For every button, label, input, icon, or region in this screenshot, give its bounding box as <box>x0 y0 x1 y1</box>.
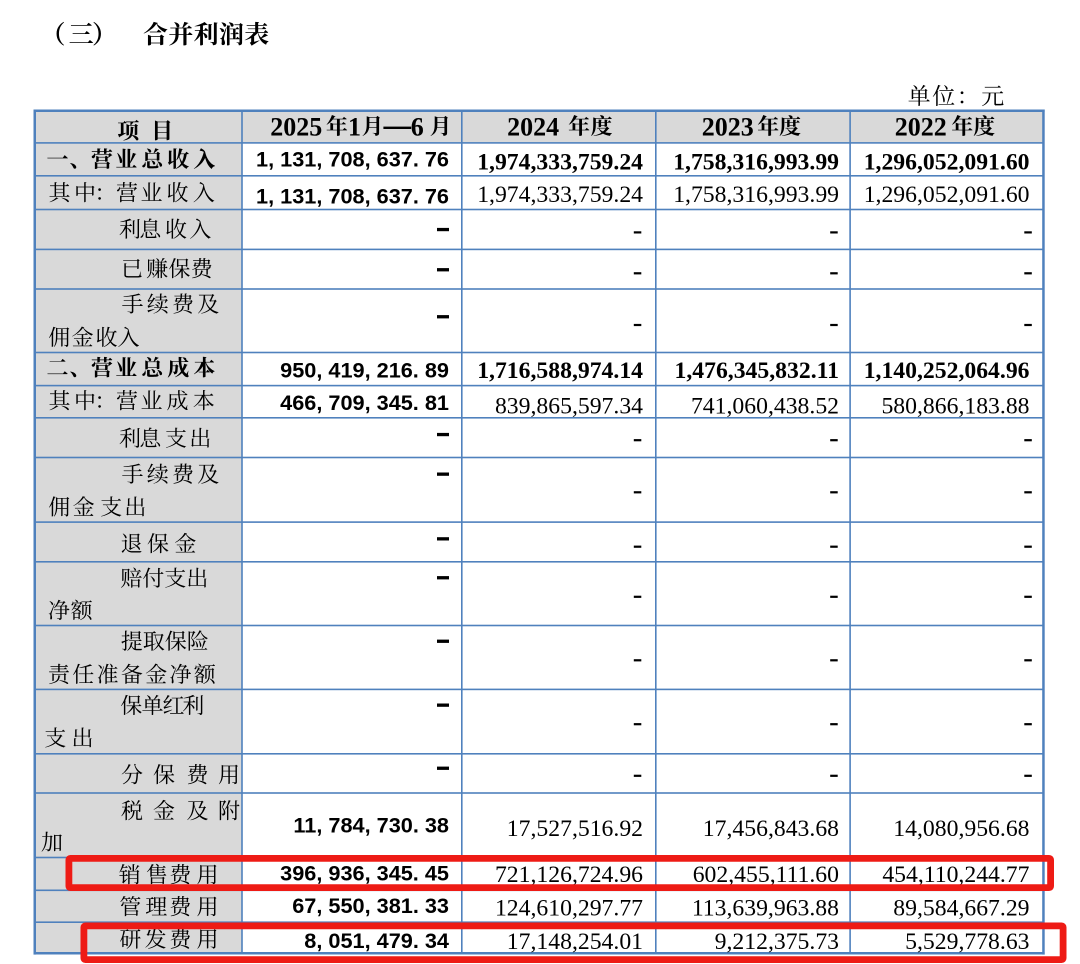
svg-text:1,758,316,993.99: 1,758,316,993.99 <box>673 182 839 208</box>
svg-text:67, 550, 381. 33: 67, 550, 381. 33 <box>292 893 449 918</box>
svg-text:113,639,963.88: 113,639,963.88 <box>692 896 839 922</box>
svg-text:1,476,345,832.11: 1,476,345,832.11 <box>674 358 839 384</box>
svg-text:454,110,244.77: 454,110,244.77 <box>882 862 1029 888</box>
svg-text:839,865,597.34: 839,865,597.34 <box>495 393 643 419</box>
svg-text:124,610,297.77: 124,610,297.77 <box>495 896 643 922</box>
svg-text:950, 419, 216. 89: 950, 419, 216. 89 <box>280 357 449 382</box>
svg-text:2023: 2023 <box>702 112 754 141</box>
svg-text:14,080,956.68: 14,080,956.68 <box>893 816 1029 842</box>
svg-text:1,296,052,091.60: 1,296,052,091.60 <box>864 149 1030 175</box>
svg-text:17,148,254.01: 17,148,254.01 <box>507 929 643 955</box>
svg-text:396, 936, 345. 45: 396, 936, 345. 45 <box>280 860 449 885</box>
svg-text:580,866,183.88: 580,866,183.88 <box>881 393 1029 419</box>
svg-text:602,455,111.60: 602,455,111.60 <box>693 862 839 888</box>
svg-text:1,758,316,993.99: 1,758,316,993.99 <box>673 149 839 175</box>
svg-text:2022: 2022 <box>895 112 947 141</box>
svg-text:2025: 2025 <box>270 112 322 141</box>
svg-text:1,974,333,759.24: 1,974,333,759.24 <box>477 182 643 208</box>
svg-text:1,140,252,064.96: 1,140,252,064.96 <box>864 358 1030 384</box>
svg-text:11, 784, 730. 38: 11, 784, 730. 38 <box>293 813 449 838</box>
svg-text:1,974,333,759.24: 1,974,333,759.24 <box>477 149 643 175</box>
svg-text:1,716,588,974.14: 1,716,588,974.14 <box>477 358 643 384</box>
svg-text:2024: 2024 <box>507 112 559 141</box>
svg-text:466, 709, 345. 81: 466, 709, 345. 81 <box>280 390 449 415</box>
svg-text:721,126,724.96: 721,126,724.96 <box>495 862 643 888</box>
svg-text:89,584,667.29: 89,584,667.29 <box>893 896 1029 922</box>
svg-text:5,529,778.63: 5,529,778.63 <box>905 929 1029 955</box>
svg-text:1, 131, 708, 637. 76: 1, 131, 708, 637. 76 <box>256 146 449 171</box>
svg-text:9,212,375.73: 9,212,375.73 <box>715 929 839 955</box>
svg-text:1,296,052,091.60: 1,296,052,091.60 <box>864 182 1030 208</box>
svg-text:6: 6 <box>411 112 424 141</box>
svg-text:1, 131, 708, 637. 76: 1, 131, 708, 637. 76 <box>256 184 449 209</box>
svg-text:17,527,516.92: 17,527,516.92 <box>507 816 643 842</box>
svg-text:8, 051, 479. 34: 8, 051, 479. 34 <box>304 928 449 953</box>
svg-text:1: 1 <box>348 112 361 141</box>
svg-text:17,456,843.68: 17,456,843.68 <box>703 816 839 842</box>
svg-text:741,060,438.52: 741,060,438.52 <box>691 393 839 419</box>
